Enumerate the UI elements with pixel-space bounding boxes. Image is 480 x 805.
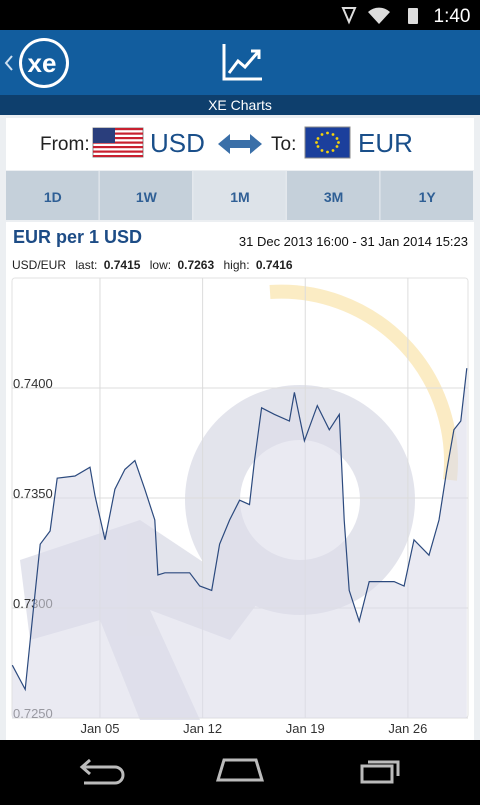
tab[interactable] bbox=[6, 171, 99, 220]
tab-label[interactable]: 3M bbox=[324, 189, 343, 205]
chart-subtitle: 31 Dec 2013 16:00 - 31 Jan 2014 15:23 bbox=[239, 234, 468, 249]
us-flag[interactable] bbox=[92, 127, 144, 158]
eu-flag[interactable] bbox=[304, 126, 351, 159]
status-bar bbox=[0, 0, 480, 30]
recents-button[interactable] bbox=[360, 760, 400, 784]
y-tick-label: 0.7400 bbox=[13, 376, 53, 391]
stats-high: 0.7416 bbox=[256, 258, 293, 272]
area-fill bbox=[12, 368, 467, 718]
x-tick-label: Jan 12 bbox=[183, 721, 222, 736]
y-tick-label: 0.7350 bbox=[13, 486, 53, 501]
tab[interactable] bbox=[286, 171, 380, 220]
status-icons bbox=[341, 7, 418, 25]
tab[interactable] bbox=[380, 171, 473, 220]
x-tick-label: Jan 26 bbox=[388, 721, 427, 736]
status-time: 1:40 bbox=[434, 6, 471, 27]
back-arrow[interactable] bbox=[4, 55, 13, 71]
tab[interactable] bbox=[193, 171, 286, 220]
from-label: From: bbox=[40, 134, 90, 155]
stats-line: USD/EUR last: 0.7415 low: 0.7263 high: 0… bbox=[12, 258, 293, 272]
home-button[interactable] bbox=[215, 758, 265, 782]
tab-label[interactable]: 1W bbox=[136, 189, 158, 205]
from-currency[interactable]: USD bbox=[150, 128, 205, 158]
sub-header bbox=[0, 95, 480, 115]
nav-bar bbox=[0, 740, 480, 800]
chart-icon bbox=[222, 44, 262, 81]
stats-low: 0.7263 bbox=[177, 258, 214, 272]
tab-label[interactable]: 1M bbox=[230, 189, 249, 205]
x-tick-label: Jan 05 bbox=[80, 721, 119, 736]
stats-last-label: last: bbox=[75, 258, 97, 272]
tab-label[interactable]: 1D bbox=[44, 189, 62, 205]
stats-pair: USD/EUR bbox=[12, 258, 66, 272]
back-button[interactable] bbox=[79, 758, 125, 785]
swap-arrow[interactable] bbox=[218, 134, 262, 154]
tab-label[interactable]: 1Y bbox=[419, 189, 437, 205]
tab-bar: 1D 1W 1M 3M 1Y bbox=[6, 171, 473, 220]
stats-last: 0.7415 bbox=[104, 258, 141, 272]
xe-logo-text: xe bbox=[28, 48, 57, 78]
to-label: To: bbox=[271, 134, 296, 155]
chart-title: EUR per 1 USD bbox=[13, 227, 142, 247]
price-line bbox=[11, 368, 468, 692]
tab[interactable] bbox=[99, 171, 193, 220]
header-title: XE Charts bbox=[208, 97, 272, 113]
stats-low-label: low: bbox=[150, 258, 171, 272]
x-tick-label: Jan 19 bbox=[286, 721, 325, 736]
to-currency[interactable]: EUR bbox=[358, 128, 413, 158]
stats-high-label: high: bbox=[224, 258, 250, 272]
